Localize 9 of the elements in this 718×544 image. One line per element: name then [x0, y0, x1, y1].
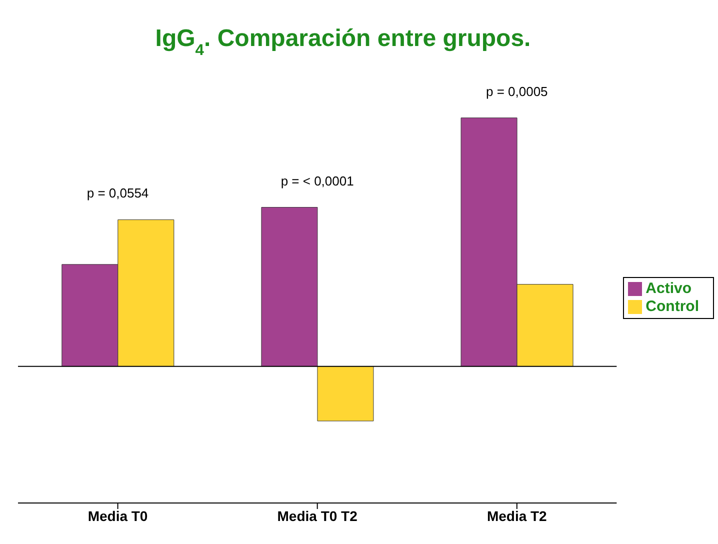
annotation: p = < 0,0001 — [280, 173, 354, 188]
legend-label: Control — [646, 298, 699, 315]
x-tick-label: Media T0 T2 — [277, 508, 358, 524]
text: p = 0,0005 — [486, 84, 548, 99]
legend-label: Activo — [646, 280, 692, 297]
x-tick-label: Media T0 — [88, 508, 148, 524]
x-tick-label: Media T2 — [486, 508, 548, 524]
chart-title: IgG$_{4}$. Comparación entre grupos. — [155, 25, 531, 58]
annotation: p = 0,0554 — [86, 186, 149, 201]
